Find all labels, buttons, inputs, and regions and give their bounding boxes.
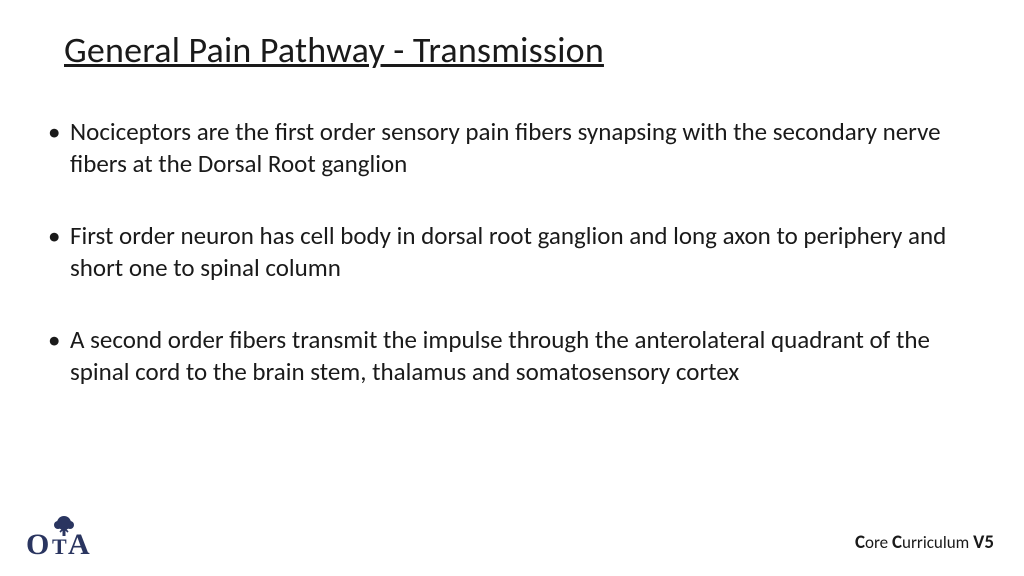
slide: General Pain Pathway - Transmission Noci… <box>0 0 1024 576</box>
ota-logo-icon: O T A <box>26 514 98 558</box>
list-item: Nociceptors are the first order sensory … <box>48 116 984 180</box>
footer-core-rest: ore <box>865 532 892 553</box>
logo: O T A <box>26 514 98 558</box>
slide-title: General Pain Pathway - Transmission <box>64 28 984 72</box>
list-item: A second order fibers transmit the impul… <box>48 324 984 388</box>
bullet-list: Nociceptors are the first order sensory … <box>40 116 984 388</box>
svg-text:O: O <box>26 528 49 558</box>
footer-core-cap: C <box>855 531 865 554</box>
list-item: First order neuron has cell body in dors… <box>48 220 984 284</box>
footer-version: V5 <box>973 531 994 554</box>
svg-text:A: A <box>68 528 90 558</box>
svg-text:T: T <box>52 534 67 558</box>
footer-curr-rest: urriculum <box>902 532 973 553</box>
footer-curr-cap: C <box>892 531 902 554</box>
slide-footer: O T A Core Curriculum V5 <box>0 514 1024 562</box>
footer-label: Core Curriculum V5 <box>855 531 994 554</box>
